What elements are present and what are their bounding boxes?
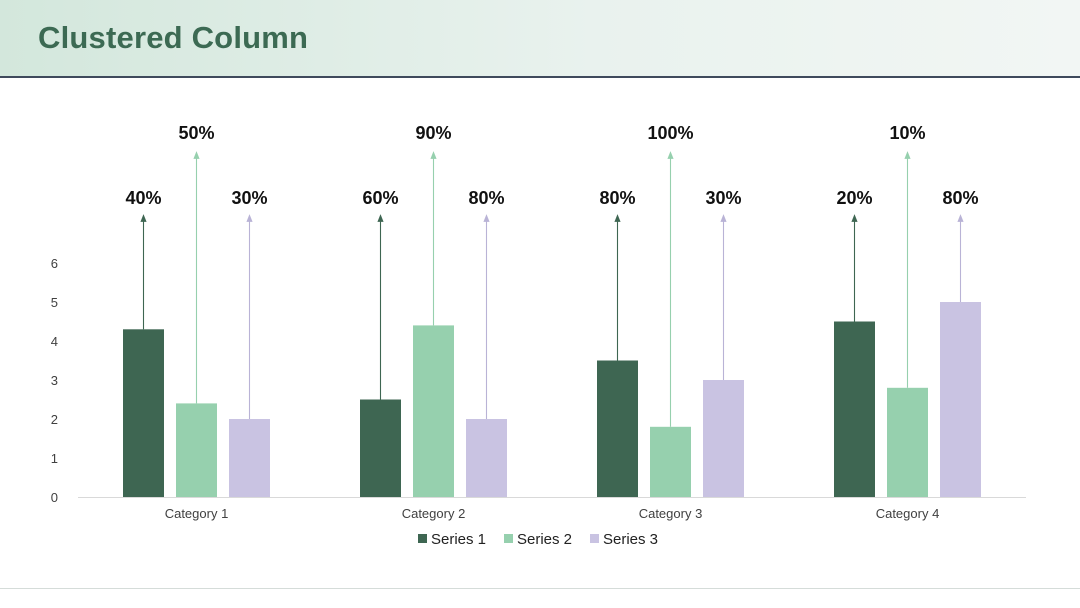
percent-label: 100% bbox=[647, 123, 693, 143]
percent-label: 90% bbox=[415, 123, 451, 143]
bar-series-1 bbox=[360, 399, 401, 497]
percent-label: 60% bbox=[362, 188, 398, 208]
legend-swatch bbox=[590, 534, 599, 543]
footer-divider bbox=[0, 588, 1080, 589]
legend-swatch bbox=[418, 534, 427, 543]
percent-label: 40% bbox=[125, 188, 161, 208]
category-label: Category 2 bbox=[402, 506, 466, 521]
percent-label: 80% bbox=[942, 188, 978, 208]
clustered-column-chart: 0 1 2 3 4 5 6 40% 50% 30% 60% 90% 80% 80% 100% 30% 20% 1… bbox=[51, 123, 1026, 548]
legend-label: Series 1 bbox=[431, 531, 486, 548]
y-tick-label: 4 bbox=[51, 334, 58, 349]
legend-label: Series 2 bbox=[517, 531, 572, 548]
percent-labels: 40% 50% 30% 60% 90% 80% 80% 100% 30% 20% 10% 80% bbox=[125, 123, 978, 208]
bar-series-1 bbox=[834, 321, 875, 497]
bar-series-3 bbox=[703, 380, 744, 497]
category-label: Category 4 bbox=[876, 506, 940, 521]
y-tick-label: 2 bbox=[51, 412, 58, 427]
y-axis: 0 1 2 3 4 5 6 bbox=[51, 256, 58, 505]
legend-label: Series 3 bbox=[603, 531, 658, 548]
slide-header: Clustered Column bbox=[0, 0, 1080, 78]
percent-label: 30% bbox=[705, 188, 741, 208]
percent-label: 20% bbox=[836, 188, 872, 208]
bar-series-2 bbox=[176, 403, 217, 497]
bar-series-2 bbox=[650, 426, 691, 497]
bar-series-3 bbox=[466, 419, 507, 497]
percent-label: 50% bbox=[178, 123, 214, 143]
category-label: Category 1 bbox=[165, 506, 229, 521]
bar-series-1 bbox=[123, 329, 164, 497]
y-tick-label: 0 bbox=[51, 490, 58, 505]
bar-series bbox=[123, 302, 981, 497]
page-title: Clustered Column bbox=[38, 20, 309, 55]
bar-series-1 bbox=[597, 360, 638, 497]
y-tick-label: 5 bbox=[51, 295, 58, 310]
category-label: Category 3 bbox=[639, 506, 703, 521]
annotation-arrows bbox=[140, 151, 964, 427]
bar-series-2 bbox=[887, 387, 928, 497]
bar-series-2 bbox=[413, 325, 454, 497]
y-tick-label: 6 bbox=[51, 256, 58, 271]
legend-swatch bbox=[504, 534, 513, 543]
percent-label: 30% bbox=[231, 188, 267, 208]
y-tick-label: 1 bbox=[51, 451, 58, 466]
percent-label: 80% bbox=[468, 188, 504, 208]
x-axis: Category 1 Category 2 Category 3 Category 4 bbox=[78, 497, 1026, 521]
bar-series-3 bbox=[229, 419, 270, 497]
percent-label: 80% bbox=[599, 188, 635, 208]
y-tick-label: 3 bbox=[51, 373, 58, 388]
percent-label: 10% bbox=[889, 123, 925, 143]
bar-series-3 bbox=[940, 302, 981, 497]
legend: Series 1 Series 2 Series 3 bbox=[418, 531, 658, 548]
